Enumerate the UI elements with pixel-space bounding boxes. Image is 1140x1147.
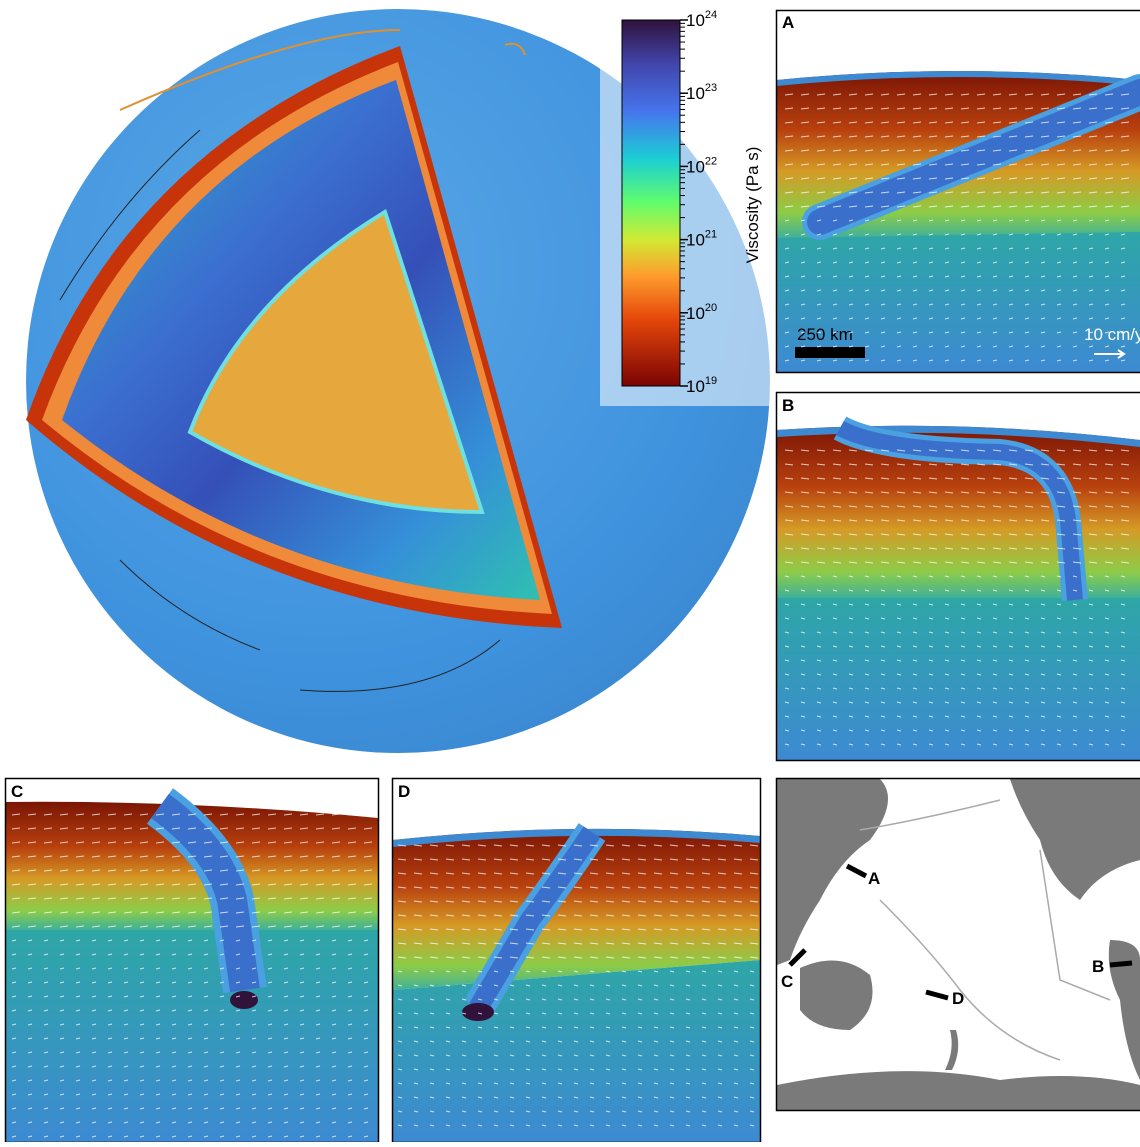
land-antarctica (777, 1071, 1140, 1110)
tick-exponent: 24 (705, 9, 717, 21)
tick-exponent: 22 (705, 155, 717, 167)
lower-mantle (777, 598, 1140, 760)
tick-base: 10 (686, 84, 705, 103)
map-label: B (1092, 957, 1104, 976)
page: 102410231022102110201019 Viscosity (Pa s… (0, 0, 1140, 1142)
tick-exponent: 23 (705, 82, 717, 94)
lower-mantle (6, 930, 378, 1142)
figure: 102410231022102110201019 Viscosity (Pa s… (0, 0, 1140, 1142)
slab-tip (462, 1003, 494, 1021)
panel-label: C (11, 782, 23, 801)
tick-base: 10 (686, 377, 705, 396)
colorbar-ramp (622, 20, 680, 386)
tick-exponent: 21 (705, 229, 717, 241)
panel-b (777, 393, 1140, 760)
slab-tip (230, 991, 258, 1009)
velocity-label: 10 cm/yr (1084, 325, 1140, 344)
panel-c (6, 779, 378, 1142)
map-label: D (952, 989, 964, 1008)
panel-label: B (782, 396, 794, 415)
tick-exponent: 19 (705, 375, 717, 387)
land-australia (800, 960, 873, 1030)
panel-a: 250 km 10 cm/yr (777, 11, 1140, 372)
scale-bar (795, 347, 865, 358)
colorbar-title: Viscosity (Pa s) (743, 147, 762, 264)
section-marker (1110, 963, 1132, 965)
panel-label: A (782, 13, 794, 32)
tick-base: 10 (686, 231, 705, 250)
tick-exponent: 20 (705, 302, 717, 314)
map-label: C (781, 972, 793, 991)
location-map: A B C D (777, 779, 1140, 1110)
panel-d (393, 779, 760, 1142)
scale-label: 250 km (797, 325, 853, 344)
map-label: A (868, 869, 880, 888)
tick-base: 10 (686, 11, 705, 30)
panel-label: D (398, 782, 410, 801)
tick-base: 10 (686, 157, 705, 176)
tick-base: 10 (686, 304, 705, 323)
lower-mantle (393, 960, 760, 1142)
